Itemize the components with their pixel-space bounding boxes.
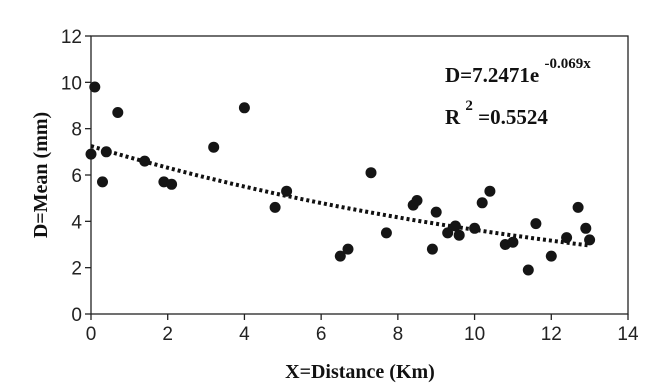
y-tick-label: 12 bbox=[61, 27, 82, 48]
data-point bbox=[572, 201, 584, 213]
data-point bbox=[380, 227, 392, 239]
data-point bbox=[545, 250, 557, 262]
data-point bbox=[208, 141, 220, 153]
data-point bbox=[139, 155, 151, 167]
data-point bbox=[430, 206, 442, 218]
equation-exponent: -0.069x bbox=[544, 56, 591, 72]
y-tick-label: 6 bbox=[71, 166, 82, 187]
r-squared-value: =0.5524 bbox=[478, 105, 548, 129]
x-tick-label: 4 bbox=[239, 324, 250, 345]
data-point bbox=[580, 222, 592, 234]
data-point bbox=[85, 148, 97, 160]
x-tick-label: 8 bbox=[393, 324, 404, 345]
y-tick-label: 4 bbox=[71, 212, 82, 233]
y-tick-label: 2 bbox=[71, 259, 82, 280]
x-tick-label: 2 bbox=[162, 324, 173, 345]
data-point bbox=[100, 146, 112, 158]
data-point bbox=[97, 176, 108, 188]
y-axis-label: D=Mean (mm) bbox=[30, 112, 52, 238]
data-point bbox=[426, 243, 438, 255]
data-point bbox=[469, 222, 481, 234]
data-point bbox=[281, 185, 293, 197]
data-point bbox=[522, 264, 534, 276]
data-point bbox=[269, 201, 281, 213]
data-point bbox=[584, 234, 596, 246]
data-point bbox=[561, 232, 573, 244]
x-tick-label: 10 bbox=[464, 324, 485, 345]
y-tick-label: 8 bbox=[71, 120, 82, 141]
data-point bbox=[365, 167, 377, 179]
plot-frame bbox=[90, 35, 629, 315]
data-point bbox=[453, 229, 465, 241]
equation-main: D=7.2471e bbox=[445, 63, 539, 87]
x-axis-label: X=Distance (Km) bbox=[285, 361, 435, 383]
r-squared-prefix: R bbox=[445, 105, 461, 129]
x-tick-label: 14 bbox=[617, 324, 639, 345]
r-squared: R 2 =0.5524 bbox=[445, 91, 548, 129]
x-tick-label: 0 bbox=[86, 324, 97, 345]
trend-equation: D=7.2471e -0.069x bbox=[445, 56, 591, 87]
data-point bbox=[112, 107, 124, 118]
y-tick-label: 0 bbox=[71, 305, 82, 326]
data-point bbox=[530, 218, 542, 230]
axis-ticks: 0 2 4 6 8 10 12 14 0 2 4 6 8 10 12 bbox=[61, 27, 639, 345]
data-point bbox=[507, 236, 519, 248]
data-points bbox=[85, 81, 596, 276]
data-point bbox=[411, 195, 423, 206]
data-point bbox=[89, 81, 101, 93]
y-tick-label: 10 bbox=[61, 73, 82, 94]
data-point bbox=[334, 250, 346, 262]
trendline-group bbox=[90, 144, 590, 248]
data-point bbox=[476, 197, 488, 209]
data-point bbox=[342, 243, 354, 255]
data-point bbox=[449, 220, 461, 232]
x-tick-label: 12 bbox=[541, 324, 562, 345]
data-point bbox=[166, 178, 178, 190]
x-tick-label: 6 bbox=[316, 324, 327, 345]
trendline bbox=[90, 144, 590, 248]
r-squared-sup: 2 bbox=[465, 98, 473, 114]
data-point bbox=[484, 185, 496, 197]
data-point bbox=[442, 227, 454, 239]
data-point bbox=[238, 102, 250, 114]
